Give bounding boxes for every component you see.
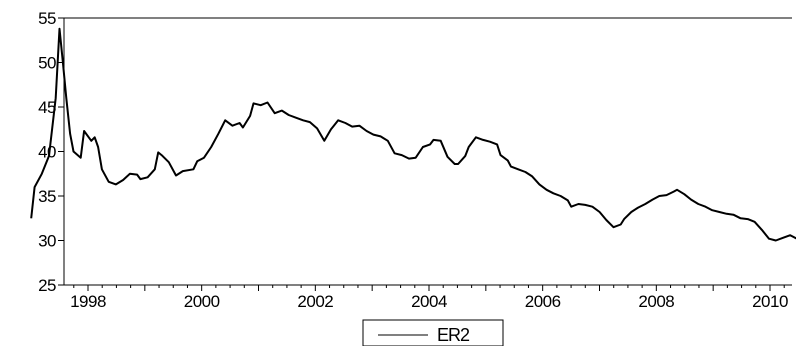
legend: ER2 xyxy=(362,319,504,347)
x-tick-label: 2010 xyxy=(752,292,788,311)
x-tick-label: 2008 xyxy=(638,292,674,311)
y-tick-label: 40 xyxy=(38,143,56,162)
y-tick-label: 25 xyxy=(38,276,56,295)
series-line-er2 xyxy=(30,27,796,242)
y-tick-label: 35 xyxy=(38,187,56,206)
x-tick-label: 1998 xyxy=(70,292,106,311)
y-tick-label: 45 xyxy=(38,98,56,117)
series-layer xyxy=(30,27,796,242)
legend-label: ER2 xyxy=(437,325,470,345)
y-axis: 25 30 35 40 45 50 55 xyxy=(38,9,64,295)
y-tick-label: 55 xyxy=(38,9,56,28)
y-tick-label: 50 xyxy=(38,54,56,73)
plot-frame xyxy=(63,17,792,286)
y-tick-label: 30 xyxy=(38,232,56,251)
legend-box xyxy=(362,319,504,347)
x-tick-label: 2004 xyxy=(411,292,447,311)
x-axis: 1998 2000 2002 2004 2006 2008 2010 xyxy=(70,285,788,311)
x-tick-label: 2000 xyxy=(184,292,220,311)
x-tick-label: 2006 xyxy=(525,292,561,311)
x-tick-label: 2002 xyxy=(297,292,333,311)
